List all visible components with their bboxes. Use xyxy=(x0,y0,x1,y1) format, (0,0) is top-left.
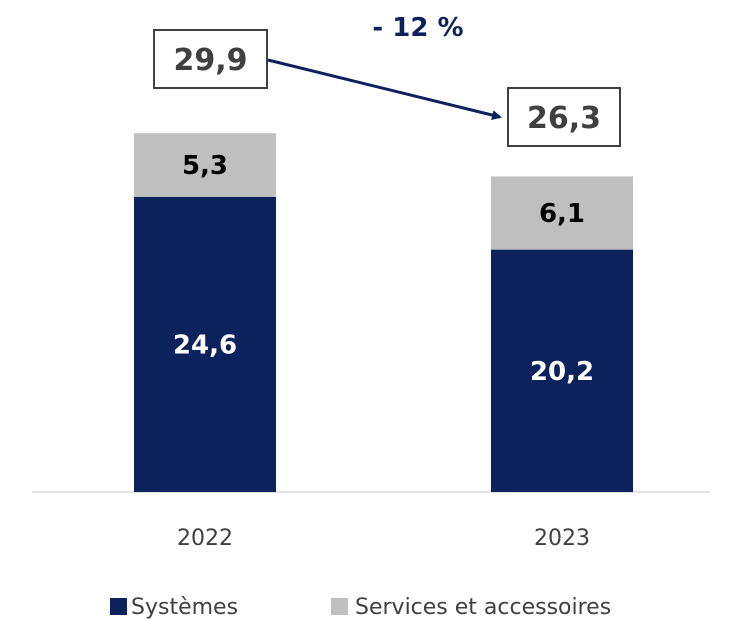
x-tick-label-2022: 2022 xyxy=(177,526,233,551)
total-box-2022: 29,9 xyxy=(153,29,268,89)
legend-swatch-services xyxy=(331,598,348,615)
data-label-systemes-2023: 20,2 xyxy=(530,357,594,387)
legend: Systèmes Services et accessoires xyxy=(110,595,611,620)
bar-services-2023 xyxy=(491,176,633,250)
legend-label-systemes: Systèmes xyxy=(131,595,238,620)
total-label-2022: 29,9 xyxy=(173,43,247,78)
data-label-systemes-2022: 24,6 xyxy=(173,330,237,360)
bar-systemes-2023 xyxy=(491,249,633,492)
bar-systemes-2022 xyxy=(134,196,276,493)
change-arrow xyxy=(267,58,502,120)
legend-swatch-systemes xyxy=(110,598,127,615)
x-tick-label-2023: 2023 xyxy=(534,526,590,551)
total-box-2023-frame xyxy=(507,87,621,147)
data-label-services-2023: 6,1 xyxy=(539,199,585,229)
change-label: - 12 % xyxy=(372,13,463,43)
bar-services-2022 xyxy=(134,133,276,197)
bars-layer: 24,6 5,3 20,2 6,1 xyxy=(134,133,633,493)
data-label-services-2022: 5,3 xyxy=(182,151,228,181)
total-box-2023: 26,3 xyxy=(507,87,621,147)
total-label-2023: 26,3 xyxy=(527,101,601,136)
total-box-2022-frame xyxy=(153,29,268,89)
legend-label-services: Services et accessoires xyxy=(355,595,611,620)
category-labels: 2022 2023 xyxy=(177,526,590,551)
